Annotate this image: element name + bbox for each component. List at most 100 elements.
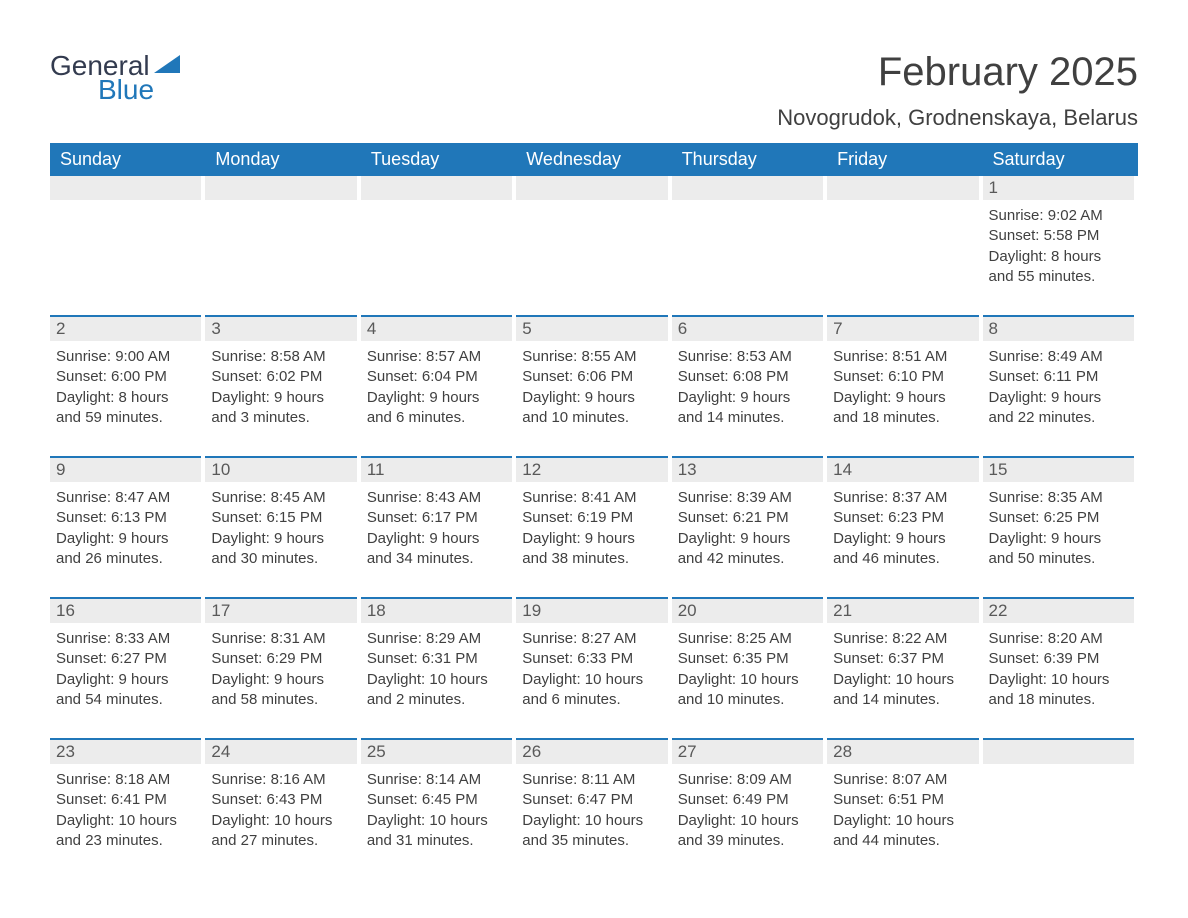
detail-daylight2: and 34 minutes. xyxy=(367,549,506,569)
day-number: 24 xyxy=(205,738,356,764)
day-cell: 5Sunrise: 8:55 AMSunset: 6:06 PMDaylight… xyxy=(516,315,671,428)
day-details: Sunrise: 8:25 AMSunset: 6:35 PMDaylight:… xyxy=(672,623,823,710)
detail-sunset: Sunset: 6:08 PM xyxy=(678,367,817,387)
weekday-header: Sunday xyxy=(50,143,205,176)
detail-sunrise: Sunrise: 8:16 AM xyxy=(211,770,350,790)
day-cell xyxy=(205,176,360,287)
detail-sunrise: Sunrise: 8:57 AM xyxy=(367,347,506,367)
weekday-header: Monday xyxy=(205,143,360,176)
day-cell: 8Sunrise: 8:49 AMSunset: 6:11 PMDaylight… xyxy=(983,315,1138,428)
day-cell: 26Sunrise: 8:11 AMSunset: 6:47 PMDayligh… xyxy=(516,738,671,851)
day-cell: 23Sunrise: 8:18 AMSunset: 6:41 PMDayligh… xyxy=(50,738,205,851)
day-cell: 2Sunrise: 9:00 AMSunset: 6:00 PMDaylight… xyxy=(50,315,205,428)
day-number: 21 xyxy=(827,597,978,623)
weekday-header: Wednesday xyxy=(516,143,671,176)
week-row: 2Sunrise: 9:00 AMSunset: 6:00 PMDaylight… xyxy=(50,315,1138,428)
detail-daylight1: Daylight: 9 hours xyxy=(56,670,195,690)
day-cell: 13Sunrise: 8:39 AMSunset: 6:21 PMDayligh… xyxy=(672,456,827,569)
day-details: Sunrise: 8:16 AMSunset: 6:43 PMDaylight:… xyxy=(205,764,356,851)
day-cell: 9Sunrise: 8:47 AMSunset: 6:13 PMDaylight… xyxy=(50,456,205,569)
day-number xyxy=(827,176,978,200)
day-cell xyxy=(983,738,1138,851)
detail-daylight1: Daylight: 10 hours xyxy=(367,811,506,831)
day-details: Sunrise: 8:35 AMSunset: 6:25 PMDaylight:… xyxy=(983,482,1134,569)
title-block: February 2025 Novogrudok, Grodnenskaya, … xyxy=(777,50,1138,131)
detail-sunset: Sunset: 6:43 PM xyxy=(211,790,350,810)
month-title: February 2025 xyxy=(777,50,1138,95)
day-cell: 25Sunrise: 8:14 AMSunset: 6:45 PMDayligh… xyxy=(361,738,516,851)
detail-sunset: Sunset: 6:15 PM xyxy=(211,508,350,528)
day-number: 11 xyxy=(361,456,512,482)
detail-sunset: Sunset: 6:04 PM xyxy=(367,367,506,387)
detail-daylight2: and 46 minutes. xyxy=(833,549,972,569)
detail-daylight2: and 31 minutes. xyxy=(367,831,506,851)
day-number: 8 xyxy=(983,315,1134,341)
detail-sunset: Sunset: 6:17 PM xyxy=(367,508,506,528)
day-cell: 24Sunrise: 8:16 AMSunset: 6:43 PMDayligh… xyxy=(205,738,360,851)
week-row: 1Sunrise: 9:02 AMSunset: 5:58 PMDaylight… xyxy=(50,176,1138,287)
detail-daylight2: and 44 minutes. xyxy=(833,831,972,851)
detail-sunset: Sunset: 6:21 PM xyxy=(678,508,817,528)
day-details xyxy=(516,200,667,206)
detail-daylight2: and 27 minutes. xyxy=(211,831,350,851)
detail-daylight2: and 38 minutes. xyxy=(522,549,661,569)
detail-sunrise: Sunrise: 8:43 AM xyxy=(367,488,506,508)
day-cell xyxy=(516,176,671,287)
day-number xyxy=(672,176,823,200)
detail-sunset: Sunset: 6:10 PM xyxy=(833,367,972,387)
detail-daylight1: Daylight: 9 hours xyxy=(833,388,972,408)
day-details: Sunrise: 8:27 AMSunset: 6:33 PMDaylight:… xyxy=(516,623,667,710)
detail-daylight2: and 39 minutes. xyxy=(678,831,817,851)
detail-daylight1: Daylight: 9 hours xyxy=(678,529,817,549)
day-cell: 10Sunrise: 8:45 AMSunset: 6:15 PMDayligh… xyxy=(205,456,360,569)
calendar: SundayMondayTuesdayWednesdayThursdayFrid… xyxy=(50,143,1138,851)
day-details: Sunrise: 9:00 AMSunset: 6:00 PMDaylight:… xyxy=(50,341,201,428)
day-cell: 28Sunrise: 8:07 AMSunset: 6:51 PMDayligh… xyxy=(827,738,982,851)
week-row: 23Sunrise: 8:18 AMSunset: 6:41 PMDayligh… xyxy=(50,738,1138,851)
detail-sunrise: Sunrise: 8:49 AM xyxy=(989,347,1128,367)
detail-daylight1: Daylight: 9 hours xyxy=(367,388,506,408)
detail-daylight1: Daylight: 8 hours xyxy=(989,247,1128,267)
detail-daylight1: Daylight: 10 hours xyxy=(678,811,817,831)
week-row: 9Sunrise: 8:47 AMSunset: 6:13 PMDaylight… xyxy=(50,456,1138,569)
detail-sunrise: Sunrise: 8:31 AM xyxy=(211,629,350,649)
day-details xyxy=(827,200,978,206)
logo-triangle-icon xyxy=(154,55,180,78)
detail-sunset: Sunset: 6:00 PM xyxy=(56,367,195,387)
detail-daylight2: and 14 minutes. xyxy=(678,408,817,428)
detail-sunrise: Sunrise: 9:02 AM xyxy=(989,206,1128,226)
detail-sunrise: Sunrise: 8:14 AM xyxy=(367,770,506,790)
day-number: 15 xyxy=(983,456,1134,482)
detail-sunrise: Sunrise: 8:37 AM xyxy=(833,488,972,508)
detail-sunrise: Sunrise: 8:20 AM xyxy=(989,629,1128,649)
detail-daylight1: Daylight: 8 hours xyxy=(56,388,195,408)
day-number: 23 xyxy=(50,738,201,764)
day-number xyxy=(50,176,201,200)
day-cell: 19Sunrise: 8:27 AMSunset: 6:33 PMDayligh… xyxy=(516,597,671,710)
day-details: Sunrise: 9:02 AMSunset: 5:58 PMDaylight:… xyxy=(983,200,1134,287)
detail-daylight1: Daylight: 9 hours xyxy=(678,388,817,408)
detail-sunrise: Sunrise: 8:51 AM xyxy=(833,347,972,367)
detail-sunrise: Sunrise: 8:11 AM xyxy=(522,770,661,790)
detail-daylight2: and 10 minutes. xyxy=(522,408,661,428)
weekday-header-row: SundayMondayTuesdayWednesdayThursdayFrid… xyxy=(50,143,1138,176)
day-details: Sunrise: 8:09 AMSunset: 6:49 PMDaylight:… xyxy=(672,764,823,851)
day-cell: 16Sunrise: 8:33 AMSunset: 6:27 PMDayligh… xyxy=(50,597,205,710)
day-details xyxy=(672,200,823,206)
day-details: Sunrise: 8:51 AMSunset: 6:10 PMDaylight:… xyxy=(827,341,978,428)
detail-sunset: Sunset: 6:02 PM xyxy=(211,367,350,387)
detail-sunset: Sunset: 6:25 PM xyxy=(989,508,1128,528)
day-cell: 12Sunrise: 8:41 AMSunset: 6:19 PMDayligh… xyxy=(516,456,671,569)
detail-daylight1: Daylight: 9 hours xyxy=(56,529,195,549)
detail-daylight2: and 26 minutes. xyxy=(56,549,195,569)
detail-sunset: Sunset: 6:49 PM xyxy=(678,790,817,810)
day-details: Sunrise: 8:18 AMSunset: 6:41 PMDaylight:… xyxy=(50,764,201,851)
detail-daylight1: Daylight: 9 hours xyxy=(833,529,972,549)
day-details: Sunrise: 8:53 AMSunset: 6:08 PMDaylight:… xyxy=(672,341,823,428)
detail-daylight1: Daylight: 10 hours xyxy=(678,670,817,690)
day-number xyxy=(983,738,1134,764)
detail-sunset: Sunset: 6:33 PM xyxy=(522,649,661,669)
detail-daylight1: Daylight: 10 hours xyxy=(56,811,195,831)
detail-daylight2: and 58 minutes. xyxy=(211,690,350,710)
day-number: 14 xyxy=(827,456,978,482)
